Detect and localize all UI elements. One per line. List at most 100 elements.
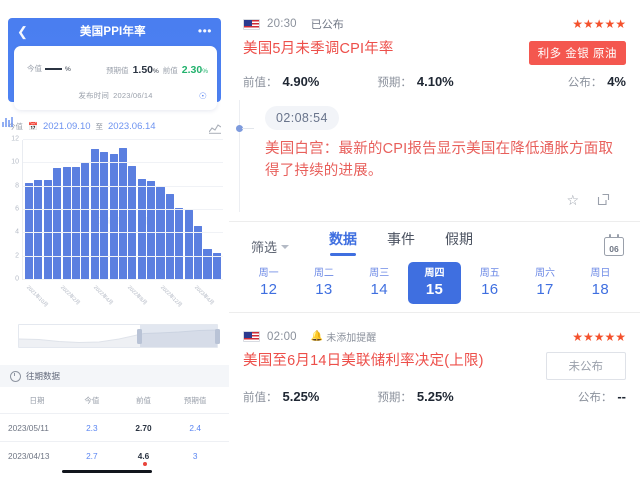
current-value-label: 今值 xyxy=(27,64,42,73)
minimap-handle-right[interactable] xyxy=(214,329,220,344)
compass-icon[interactable]: ☉ xyxy=(198,91,207,101)
chart-bar[interactable] xyxy=(212,253,221,280)
event-title[interactable]: 美国5月未季调CPI年率 xyxy=(243,41,394,57)
chart-x-axis-labels: 2021年10月 2022年2月 2022年4月 2022年8月 2022年12月 202… xyxy=(22,284,223,310)
event-card-cpi[interactable]: 20:30 已公布 ★★★★★ 美国5月未季调CPI年率 利多 金银 原油 前值… xyxy=(229,0,640,100)
previous-value: 5.25% xyxy=(282,389,320,405)
minimap-selection[interactable] xyxy=(137,325,220,347)
status-badge: 未公布 xyxy=(545,352,626,381)
chart-bar[interactable] xyxy=(175,207,184,280)
chart-bar[interactable] xyxy=(71,166,81,280)
calendar-icon[interactable]: 06 xyxy=(604,234,624,256)
day-name: 周五 xyxy=(479,267,500,279)
day-number: 12 xyxy=(259,280,278,298)
table-row[interactable]: 2023/04/13 2.7 4.6 3 xyxy=(0,441,229,469)
day-cell-16[interactable]: 周五 16 xyxy=(463,262,516,305)
day-name: 周日 xyxy=(590,267,611,279)
chart-bar[interactable] xyxy=(137,178,146,280)
cell-current: 2.3 xyxy=(86,422,98,433)
event-card-fed-rate[interactable]: 02:00 🔔 未添加提醒 ★★★★★ 美国至6月14日美联储利率决定(上限) … xyxy=(229,313,640,415)
star-outline-icon[interactable]: ☆ xyxy=(566,191,579,208)
section-divider xyxy=(229,220,640,222)
day-name: 周二 xyxy=(313,267,334,279)
event-status: 已公布 xyxy=(310,19,344,31)
filter-dropdown[interactable]: 筛选 xyxy=(251,237,290,256)
chart-y-tick: 8 xyxy=(15,182,19,190)
day-cell-17[interactable]: 周六 17 xyxy=(518,262,571,305)
cell-previous: 4.6 xyxy=(137,450,150,461)
chart-y-tick: 4 xyxy=(15,228,19,236)
back-icon[interactable]: ❮ xyxy=(17,23,28,39)
bar-chart-icon[interactable] xyxy=(2,116,14,127)
day-number: 18 xyxy=(591,280,609,298)
chart-bar[interactable] xyxy=(128,165,137,280)
chart-bar[interactable] xyxy=(43,179,52,280)
chart-y-tick: 0 xyxy=(15,275,19,283)
day-name: 周六 xyxy=(535,267,556,279)
day-cell-13[interactable]: 周二 13 xyxy=(297,262,350,305)
message-timestamp: 02:08:54 xyxy=(265,106,339,130)
chart-bar[interactable] xyxy=(109,154,118,280)
chart-bar[interactable] xyxy=(118,148,127,280)
chart-range-bar: 今值 📅 2021.09.10 至 2023.06.14 xyxy=(0,116,229,136)
chart-gridline: 2 xyxy=(15,252,223,259)
message-text[interactable]: 美国白宫：最新的CPI报告显示美国在降低通胀方面取得了持续的进展。 xyxy=(265,141,614,179)
forecast-previous-group: 预期值 1.50% 前值 2.30% xyxy=(106,64,208,76)
ellipsis-icon[interactable]: ••• xyxy=(197,24,212,38)
event-meta-row: 20:30 已公布 ★★★★★ xyxy=(243,16,626,32)
minimap-area-chart xyxy=(18,325,218,347)
tab-holidays[interactable]: 假期 xyxy=(445,230,474,247)
chart-bar[interactable] xyxy=(184,210,193,280)
chart-bar[interactable] xyxy=(25,183,34,280)
minimap-handle-left[interactable] xyxy=(137,329,143,344)
current-value-group: 今值 % xyxy=(27,63,71,74)
chart-bar[interactable] xyxy=(81,163,90,280)
chart-y-tick: 10 xyxy=(11,158,19,166)
chart-bar[interactable] xyxy=(194,226,203,280)
chart-bar[interactable] xyxy=(62,166,71,280)
chart-bar[interactable] xyxy=(203,248,212,280)
chart-x-tick: 2022年2月 xyxy=(58,284,81,307)
publish-row: 发布时间 2023/06/14 xyxy=(14,90,217,101)
chart-bar[interactable] xyxy=(100,151,109,280)
chart-bar[interactable] xyxy=(165,193,174,280)
chart-bar[interactable] xyxy=(53,168,62,280)
forecast-label: 预期值 xyxy=(106,66,129,75)
chart-bar[interactable] xyxy=(34,179,43,280)
news-message-item[interactable]: 02:08:54 美国白宫：最新的CPI报告显示美国在降低通胀方面取得了持续的进… xyxy=(229,100,640,212)
actual-value: -- xyxy=(617,389,626,405)
calendar-icon[interactable]: 📅 xyxy=(28,121,38,131)
current-value-unit: % xyxy=(65,66,71,73)
tab-data[interactable]: 数据 xyxy=(329,229,357,256)
event-title-row: 美国至6月14日美联储利率决定(上限) 未公布 xyxy=(243,352,626,381)
day-cell-15[interactable]: 周四 15 xyxy=(407,261,462,305)
day-cell-14[interactable]: 周三 14 xyxy=(353,262,406,305)
day-name: 周三 xyxy=(369,267,390,279)
week-day-selector[interactable]: 周一 12 周二 13 周三 14 周四 15 周五 16 周六 17 周日 18 xyxy=(229,256,640,313)
cell-date: 2023/05/11 xyxy=(8,422,49,433)
col-previous: 前值 xyxy=(136,395,151,405)
share-external-icon[interactable] xyxy=(597,193,610,208)
chart-bar[interactable] xyxy=(147,180,156,280)
current-value-dash xyxy=(45,68,62,70)
range-end-date[interactable]: 2023.06.14 xyxy=(108,120,156,132)
importance-stars: ★★★★★ xyxy=(572,17,626,31)
annotation-stroke xyxy=(62,470,152,473)
tab-events[interactable]: 事件 xyxy=(387,230,416,247)
day-cell-18[interactable]: 周日 18 xyxy=(574,262,627,305)
table-row[interactable]: 2023/05/11 2.3 2.70 2.4 xyxy=(0,413,229,441)
event-title[interactable]: 美国至6月14日美联储利率决定(上限) xyxy=(243,353,484,370)
line-chart-icon[interactable] xyxy=(208,121,222,134)
chart-range-minimap[interactable] xyxy=(18,324,220,348)
day-cell-12[interactable]: 周一 12 xyxy=(242,262,295,305)
chart-bar[interactable] xyxy=(90,149,99,280)
forecast-value-group: 预期： 5.25% xyxy=(377,389,453,405)
chart-gridline: 6 xyxy=(15,206,223,213)
message-actions: ☆ xyxy=(255,193,626,208)
previous-value-group: 前值： 4.90% xyxy=(243,74,319,90)
range-start-date[interactable]: 2021.09.10 xyxy=(42,120,91,132)
chart-gridline: 4 xyxy=(15,229,223,236)
filter-label: 筛选 xyxy=(251,239,278,255)
reminder-group[interactable]: 🔔 未添加提醒 xyxy=(311,329,376,344)
